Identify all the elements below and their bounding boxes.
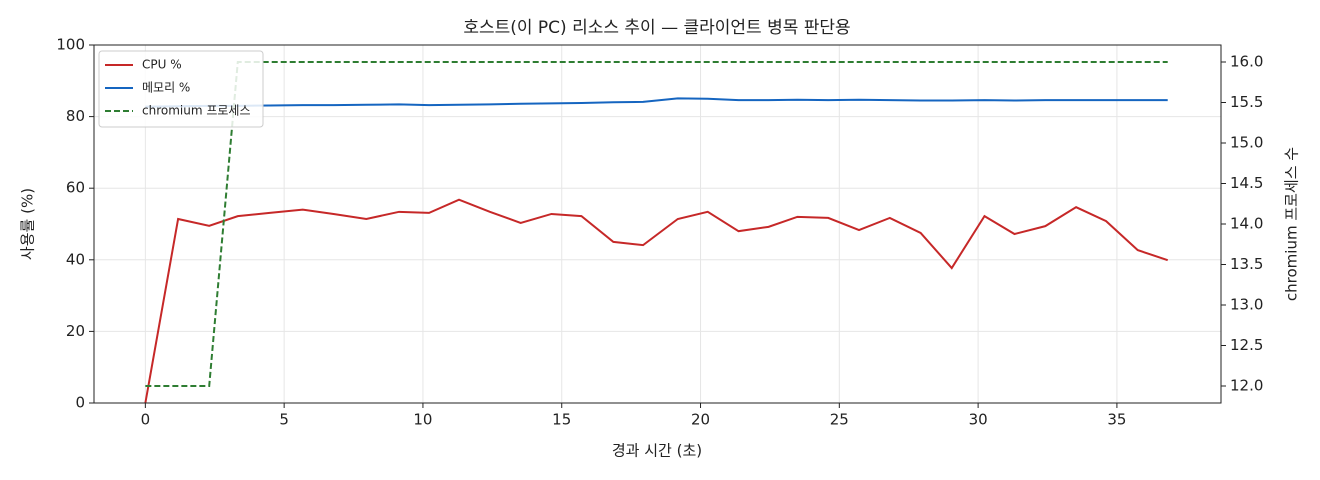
series-line: [145, 61, 1168, 387]
x-tick-label: 10: [413, 411, 432, 429]
series-line: [144, 198, 1169, 404]
y-tick-label: 40: [66, 250, 85, 268]
series-line: [145, 97, 1168, 108]
x-tick-label: 15: [552, 411, 571, 429]
y2-tick-label: 12.5: [1230, 336, 1263, 354]
legend-box: [98, 50, 264, 128]
x-tick-label: 20: [691, 411, 710, 429]
y2-tick-label: 13.5: [1230, 255, 1263, 273]
y-tick-label: 0: [75, 394, 85, 412]
y2-tick-label: 13.0: [1230, 295, 1263, 313]
legend-label: chromium 프로세스: [142, 104, 251, 118]
x-tick-label: 30: [969, 411, 988, 429]
legend-label: 메모리 %: [142, 81, 190, 95]
y-tick-label: 20: [66, 322, 85, 340]
y-axis-label: 사용률 (%): [19, 188, 37, 260]
y2-tick-label: 16.0: [1230, 53, 1263, 71]
y-tick-label: 80: [66, 107, 85, 125]
y-tick-label: 60: [66, 179, 85, 197]
chart-title: 호스트(이 PC) 리소스 추이 — 클라이언트 병목 판단용: [463, 18, 850, 38]
x-tick-label: 0: [141, 411, 151, 429]
legend-label: CPU %: [142, 58, 182, 72]
y-tick-label: 100: [56, 36, 85, 54]
x-tick-label: 35: [1107, 411, 1126, 429]
x-tick-label: 25: [830, 411, 849, 429]
x-tick-label: 5: [279, 411, 289, 429]
y2-tick-label: 14.5: [1230, 174, 1263, 192]
y2-tick-label: 15.0: [1230, 134, 1263, 152]
y2-tick-label: 12.0: [1230, 376, 1263, 394]
plot-frame: [93, 44, 1222, 404]
y2-tick-label: 14.0: [1230, 215, 1263, 233]
y2-axis-label: chromium 프로세스 수: [1283, 147, 1301, 301]
x-axis-label: 경과 시간 (초): [612, 442, 702, 460]
y2-tick-label: 15.5: [1230, 93, 1263, 111]
